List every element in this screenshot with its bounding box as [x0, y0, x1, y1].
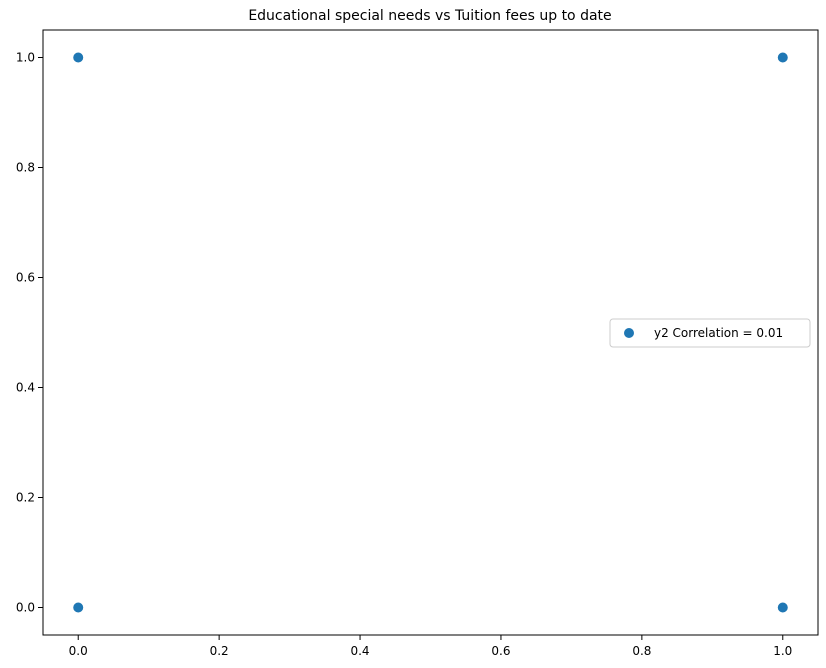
legend-label: y2 Correlation = 0.01 [654, 326, 783, 340]
y-axis-ticks: 0.0 0.2 0.4 0.6 0.8 1.0 [16, 51, 43, 615]
plot-frame [42, 29, 819, 636]
scatter-point [777, 52, 788, 63]
y-tick-label: 0.8 [16, 161, 35, 175]
legend: y2 Correlation = 0.01 [609, 318, 811, 348]
legend-box [609, 318, 811, 348]
x-tick-label: 0.2 [210, 644, 229, 658]
legend-marker [624, 328, 634, 338]
x-tick-label: 0.4 [350, 644, 369, 658]
y-tick-label: 0.2 [16, 491, 35, 505]
y-tick-label: 0.6 [16, 271, 35, 285]
x-tick-label: 0.8 [632, 644, 651, 658]
scatter-points [73, 52, 788, 613]
y-tick-label: 0.0 [16, 601, 35, 615]
chart-title: Educational special needs vs Tuition fee… [248, 8, 611, 24]
y-tick-label: 1.0 [16, 51, 35, 65]
x-axis-ticks: 0.0 0.2 0.4 0.6 0.8 1.0 [69, 635, 792, 658]
scatter-point [73, 602, 84, 613]
scatter-point [73, 52, 84, 63]
x-tick-label: 1.0 [773, 644, 792, 658]
x-tick-label: 0.0 [69, 644, 88, 658]
scatter-point [777, 602, 788, 613]
y-tick-label: 0.4 [16, 381, 35, 395]
x-tick-label: 0.6 [491, 644, 510, 658]
